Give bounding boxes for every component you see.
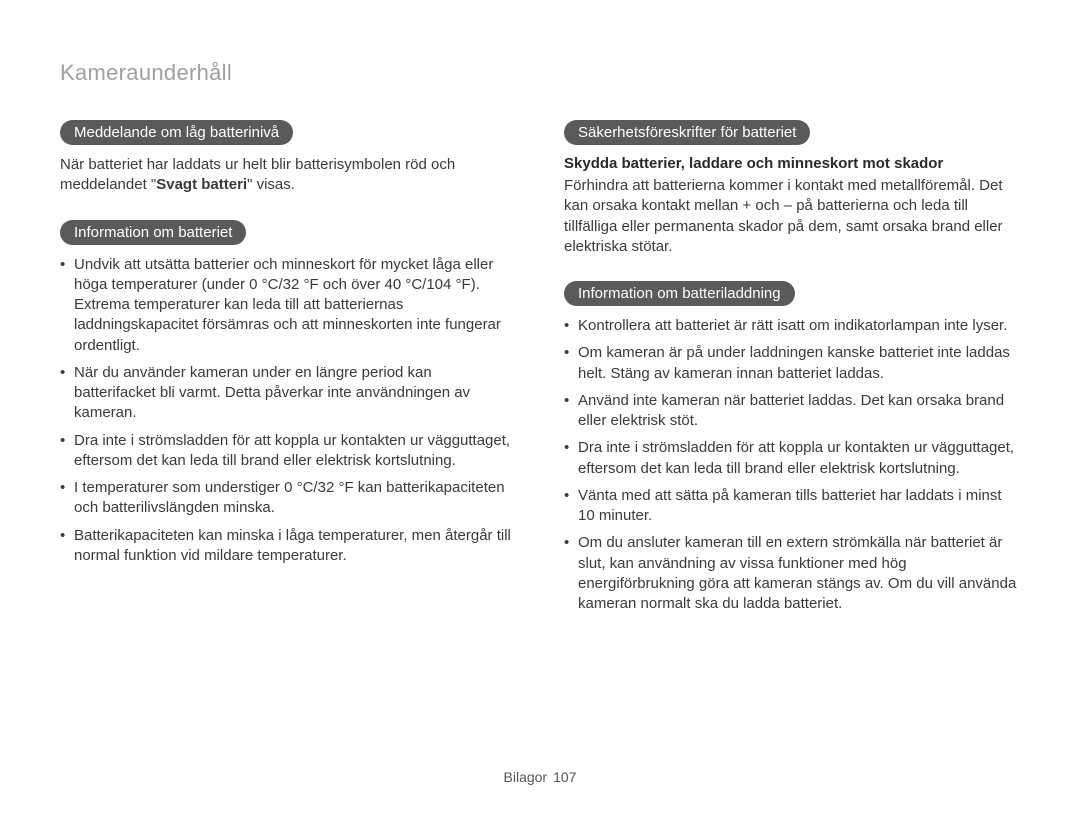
content-columns: Meddelande om låg batterinivå När batter… <box>60 114 1020 628</box>
left-column: Meddelande om låg batterinivå När batter… <box>60 114 516 628</box>
page-footer: Bilagor 107 <box>0 769 1080 785</box>
para-suffix: " visas. <box>247 176 295 193</box>
para-bold: Svagt batteri <box>156 176 247 193</box>
list-item: Använd inte kameran när batteriet laddas… <box>564 391 1020 432</box>
list-item: I temperaturer som understiger 0 °C/32 °… <box>60 478 516 519</box>
list-item: Batterikapaciteten kan minska i låga tem… <box>60 526 516 567</box>
low-battery-paragraph: När batteriet har laddats ur helt blir b… <box>60 155 516 196</box>
heading-charging-info: Information om batteriladdning <box>564 281 795 306</box>
right-column: Säkerhetsföreskrifter för batteriet Skyd… <box>564 114 1020 628</box>
list-item: Om kameran är på under laddningen kanske… <box>564 343 1020 384</box>
list-item: Dra inte i strömsladden för att koppla u… <box>564 438 1020 479</box>
subheading-protect: Skydda batterier, laddare och minneskort… <box>564 155 1020 172</box>
list-item: Undvik att utsätta batterier och minnesk… <box>60 255 516 356</box>
charging-info-list: Kontrollera att batteriet är rätt isatt … <box>564 316 1020 614</box>
list-item: När du använder kameran under en längre … <box>60 363 516 424</box>
list-item: Kontrollera att batteriet är rätt isatt … <box>564 316 1020 336</box>
footer-label: Bilagor <box>504 769 548 785</box>
heading-low-battery-message: Meddelande om låg batterinivå <box>60 120 293 145</box>
heading-safety-regulations: Säkerhetsföreskrifter för batteriet <box>564 120 810 145</box>
list-item: Dra inte i strömsladden för att koppla u… <box>60 431 516 472</box>
list-item: Vänta med att sätta på kameran tills bat… <box>564 486 1020 527</box>
page-number: 107 <box>553 769 576 785</box>
heading-battery-info: Information om batteriet <box>60 220 246 245</box>
battery-info-list: Undvik att utsätta batterier och minnesk… <box>60 255 516 567</box>
safety-paragraph: Förhindra att batterierna kommer i konta… <box>564 176 1020 257</box>
page-title: Kameraunderhåll <box>60 60 1020 86</box>
list-item: Om du ansluter kameran till en extern st… <box>564 533 1020 614</box>
